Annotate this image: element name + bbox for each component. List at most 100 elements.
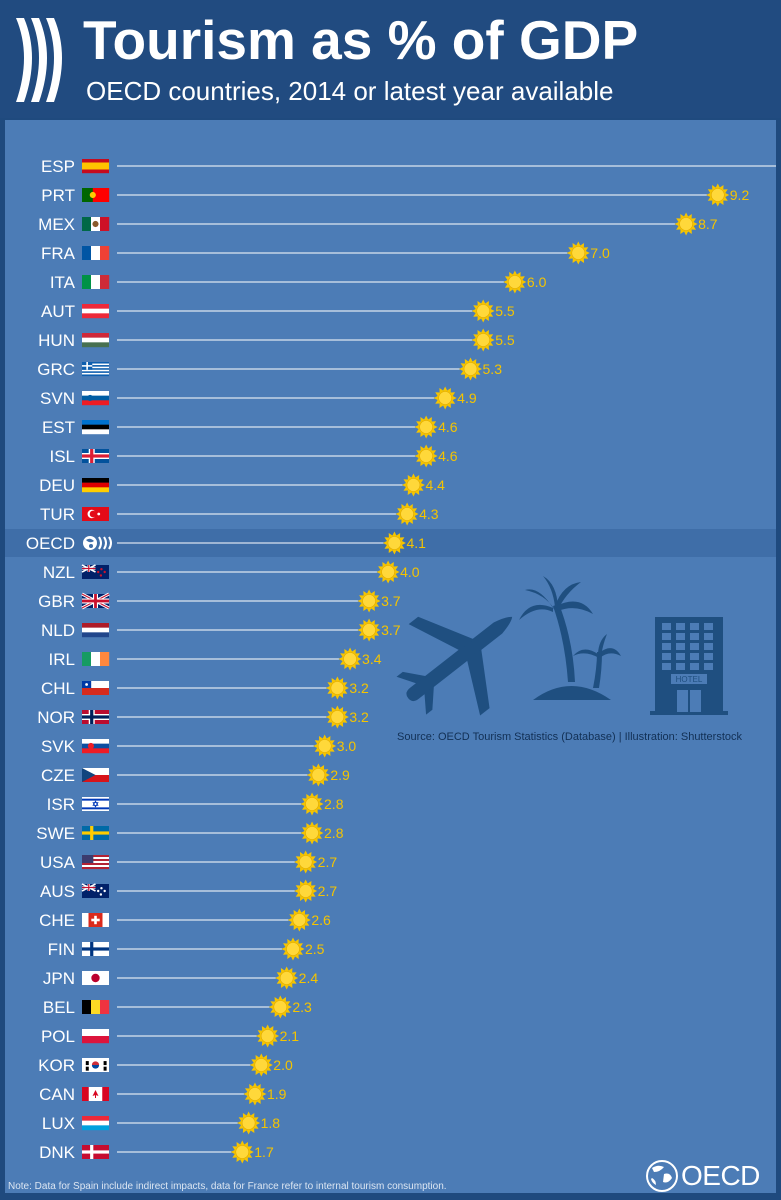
country-label-est: EST: [42, 418, 75, 437]
country-label-fra: FRA: [41, 244, 76, 263]
sun-marker-nor: [325, 705, 349, 729]
country-label-kor: KOR: [38, 1056, 75, 1075]
sun-marker-pol: [256, 1024, 280, 1048]
flag-dnk-icon: [82, 1145, 109, 1159]
flag-lux-icon: [82, 1116, 109, 1131]
flag-nld-icon: [82, 623, 109, 638]
sun-marker-dnk: [230, 1140, 254, 1164]
flag-pol-icon: [82, 1029, 109, 1044]
sun-marker-prt: [706, 183, 730, 207]
sun-marker-mex: [674, 212, 698, 236]
country-label-prt: PRT: [41, 186, 75, 205]
country-label-nzl: NZL: [43, 563, 75, 582]
flag-nzl-icon: [81, 564, 109, 579]
value-label-est: 4.6: [438, 419, 458, 435]
flag-usa-icon: [82, 855, 109, 870]
country-label-tur: TUR: [40, 505, 75, 524]
flag-hun-icon: [82, 333, 109, 348]
sun-marker-irl: [338, 647, 362, 671]
flag-can-icon: [82, 1087, 109, 1101]
value-label-aut: 5.5: [495, 303, 515, 319]
sun-marker-gbr: [357, 589, 381, 613]
sun-marker-fra: [566, 241, 590, 265]
sun-marker-swe: [300, 821, 324, 845]
sun-marker-bel: [268, 995, 292, 1019]
value-label-chl: 3.2: [349, 680, 369, 696]
sun-marker-tur: [395, 502, 419, 526]
country-label-bel: BEL: [43, 998, 75, 1017]
sun-marker-chl: [325, 676, 349, 700]
sun-marker-ita: [503, 270, 527, 294]
value-label-deu: 4.4: [425, 477, 445, 493]
country-label-gbr: GBR: [38, 592, 75, 611]
country-label-swe: SWE: [36, 824, 75, 843]
sun-marker-nzl: [376, 560, 400, 584]
country-label-jpn: JPN: [43, 969, 75, 988]
flag-fin-icon: [82, 942, 109, 956]
flag-esp-icon: [82, 159, 109, 174]
sun-marker-aut: [471, 299, 495, 323]
value-label-prt: 9.2: [730, 187, 750, 203]
value-label-bel: 2.3: [292, 999, 312, 1015]
country-label-usa: USA: [40, 853, 76, 872]
header: Tourism as % of GDP OECD countries, 2014…: [0, 0, 781, 118]
country-label-grc: GRC: [37, 360, 75, 379]
country-label-fin: FIN: [48, 940, 75, 959]
value-label-lux: 1.8: [261, 1115, 281, 1131]
flag-aus-icon: [81, 883, 109, 898]
country-label-cze: CZE: [41, 766, 75, 785]
sun-marker-isl: [414, 444, 438, 468]
flag-cze-icon: [82, 768, 109, 782]
sun-marker-kor: [249, 1053, 273, 1077]
flag-jpn-icon: [82, 971, 109, 985]
value-label-isl: 4.6: [438, 448, 458, 464]
value-label-nzl: 4.0: [400, 564, 420, 580]
country-label-pol: POL: [41, 1027, 75, 1046]
value-label-can: 1.9: [267, 1086, 287, 1102]
hotel-icon: HOTEL: [650, 617, 728, 715]
chart-panel: HOTEL ESP10.9PRT9.2MEX8.7FRA7.0ITA6.0AUT…: [5, 120, 776, 1193]
flag-chl-icon: [82, 681, 109, 695]
oecd-globe-icon: [646, 1160, 678, 1192]
flag-bel-icon: [82, 1000, 110, 1014]
country-label-irl: IRL: [49, 650, 75, 669]
country-label-ita: ITA: [50, 273, 76, 292]
illustration: HOTEL: [396, 576, 728, 716]
country-label-can: CAN: [39, 1085, 75, 1104]
sun-marker-oecd: [382, 531, 406, 555]
sun-marker-can: [243, 1082, 267, 1106]
flag-prt-icon: [82, 188, 110, 202]
flag-aut-icon: [82, 304, 109, 319]
country-label-aus: AUS: [40, 882, 75, 901]
footnote: Note: Data for Spain include indirect im…: [8, 1181, 447, 1192]
value-label-svn: 4.9: [457, 390, 477, 406]
flag-nor-icon: [82, 710, 109, 724]
value-label-nor: 3.2: [349, 709, 369, 725]
sun-marker-isr: [300, 792, 324, 816]
country-label-aut: AUT: [41, 302, 75, 321]
value-label-gbr: 3.7: [381, 593, 401, 609]
sun-marker-aus: [294, 879, 318, 903]
value-label-aus: 2.7: [318, 883, 338, 899]
flag-mex-icon: [82, 217, 110, 231]
flag-irl-icon: [82, 652, 110, 666]
value-label-che: 2.6: [311, 912, 331, 928]
country-label-hun: HUN: [38, 331, 75, 350]
value-label-kor: 2.0: [273, 1057, 293, 1073]
value-label-dnk: 1.7: [254, 1144, 274, 1160]
lollipop-chart: HOTEL ESP10.9PRT9.2MEX8.7FRA7.0ITA6.0AUT…: [5, 157, 776, 1164]
sun-marker-usa: [294, 850, 318, 874]
country-label-che: CHE: [39, 911, 75, 930]
palm-island-icon: [519, 576, 621, 700]
flag-che-icon: [82, 913, 109, 927]
sun-marker-jpn: [275, 966, 299, 990]
sun-marker-est: [414, 415, 438, 439]
hotel-sign: HOTEL: [676, 675, 703, 684]
value-label-hun: 5.5: [495, 332, 515, 348]
country-label-nld: NLD: [41, 621, 75, 640]
flag-deu-icon: [82, 478, 109, 493]
country-label-svk: SVK: [41, 737, 76, 756]
flag-svk-icon: [82, 739, 109, 754]
sun-marker-nld: [357, 618, 381, 642]
country-label-chl: CHL: [41, 679, 75, 698]
